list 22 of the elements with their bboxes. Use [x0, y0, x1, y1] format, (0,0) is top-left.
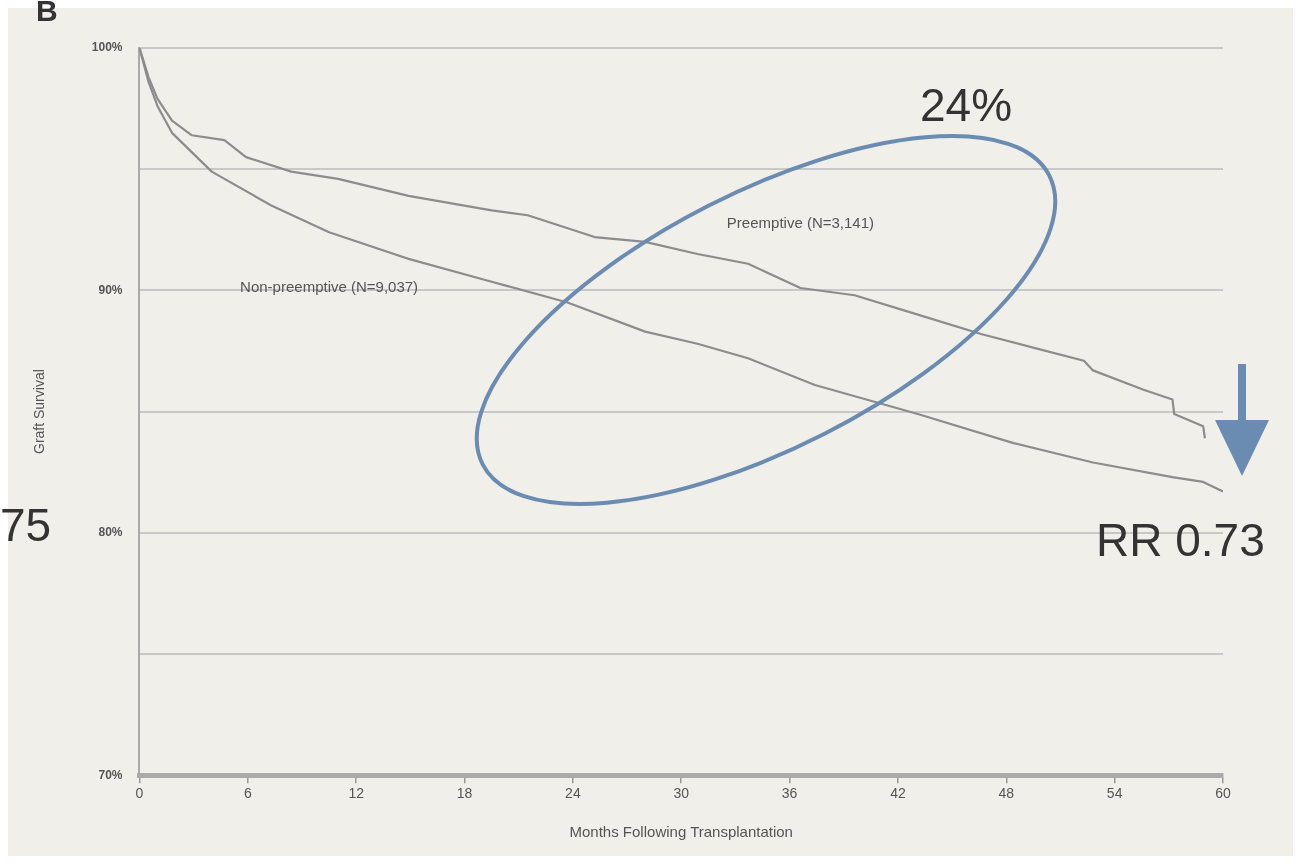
y-axis-title: Graft Survival	[31, 369, 48, 455]
text: 75	[0, 498, 52, 552]
x-tick-label: 6	[243, 785, 252, 802]
series-label: Non-preemptive (N=9,037)	[240, 278, 419, 296]
x-tick-label: 30	[673, 785, 690, 802]
y-tick-label: 90%	[98, 282, 123, 297]
y-tick-label: 100%	[91, 40, 123, 55]
annotation: 24%	[920, 78, 1013, 132]
x-tick-label: 12	[348, 785, 365, 802]
x-tick-label: 0	[135, 785, 144, 802]
y-tick-label: 80%	[98, 525, 123, 540]
x-tick-label: 36	[781, 785, 798, 802]
x-tick-label: 48	[998, 785, 1015, 802]
x-tick-label: 54	[1106, 785, 1123, 802]
text: B	[36, 0, 58, 28]
x-tick-label: 60	[1215, 785, 1231, 802]
x-tick-label: 24	[565, 785, 581, 802]
annotation: RR 0.73	[1096, 513, 1265, 567]
x-axis-title: Months Following Transplantation	[569, 823, 793, 841]
x-tick-label: 18	[456, 785, 473, 802]
x-tick-label: 42	[890, 785, 906, 802]
y-tick-label: 70%	[98, 767, 123, 782]
